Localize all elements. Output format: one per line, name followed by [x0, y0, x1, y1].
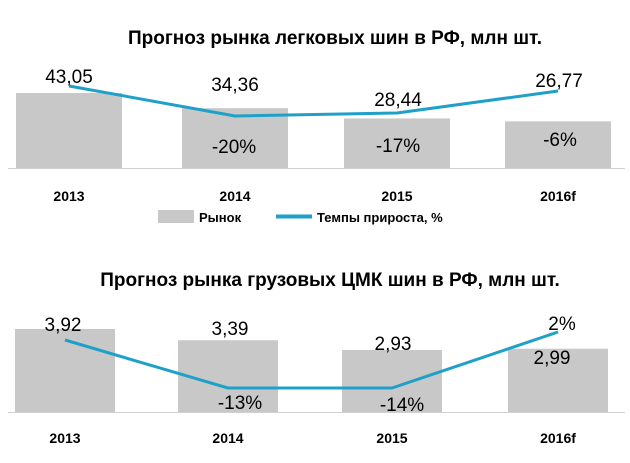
growth-line: [64, 330, 559, 390]
bar-2013: [15, 329, 115, 412]
bar-2014: [178, 340, 278, 412]
bar-value-label: 2,99: [534, 348, 571, 369]
x-tick-label: 2016f: [540, 188, 576, 204]
bar-value-label: 3,92: [45, 315, 82, 336]
bar-2013: [16, 93, 122, 168]
chart-title: Прогноз рынка грузовых ЦМК шин в РФ, млн…: [100, 270, 560, 291]
chart-title: Прогноз рынка легковых шин в РФ, млн шт.: [128, 28, 542, 49]
x-tick-label: 2015: [376, 430, 407, 446]
legend-label-market: Рынок: [199, 210, 242, 225]
bar-2016f: [505, 121, 611, 168]
growth-value-label: 2%: [548, 314, 576, 335]
bar-value-label: 26,77: [535, 71, 583, 92]
x-tick-label: 2014: [212, 430, 243, 446]
legend-label-growth: Темпы прироста, %: [317, 210, 443, 225]
legend-swatch-market: [158, 210, 194, 223]
chart-panel-1: Прогноз рынка легковых шин в РФ, млн шт.…: [8, 28, 625, 225]
x-tick-label: 2014: [219, 188, 250, 204]
growth-value-label: -6%: [543, 130, 577, 151]
x-tick-label: 2016f: [540, 430, 576, 446]
bar-value-label: 2,93: [375, 334, 412, 355]
x-tick-label: 2013: [49, 430, 80, 446]
x-tick-label: 2015: [381, 188, 412, 204]
growth-value-label: -20%: [212, 137, 256, 158]
bar-2014: [182, 108, 288, 168]
bar-value-label: 28,44: [374, 90, 422, 111]
bar-2015: [344, 118, 450, 168]
chart-panel-2: Прогноз рынка грузовых ЦМК шин в РФ, млн…: [8, 270, 625, 446]
growth-line: [68, 84, 559, 118]
bar-value-label: 43,05: [45, 67, 93, 88]
legend: Рынок Темпы прироста, %: [158, 210, 443, 225]
bar-value-label: 34,36: [211, 75, 259, 96]
x-tick-label: 2013: [53, 188, 84, 204]
growth-value-label: -13%: [218, 393, 262, 414]
bar-2016f: [508, 348, 608, 412]
bar-value-label: 3,39: [212, 319, 249, 340]
growth-value-label: -17%: [376, 136, 420, 157]
growth-value-label: -14%: [380, 395, 424, 416]
bar-2015: [342, 349, 442, 412]
